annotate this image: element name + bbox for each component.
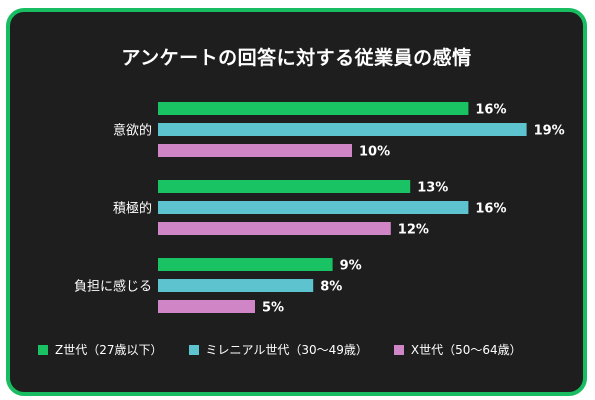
legend: Z世代（27歳以下） ミレニアル世代（30〜49歳） X世代（50〜64歳） — [38, 341, 548, 358]
bar-gen-x — [158, 222, 391, 235]
bar-gen-x — [158, 144, 352, 157]
legend-label-gen-z: Z世代（27歳以下） — [55, 343, 163, 357]
data-label-gen-x: 10% — [359, 145, 390, 160]
data-label-gen-z: 16% — [475, 103, 506, 118]
data-label-gen-z: 9% — [340, 259, 362, 274]
legend-swatch-gen-z — [38, 344, 48, 355]
bar-gen-z — [158, 102, 469, 115]
data-label-millennial: 16% — [475, 202, 506, 217]
bar-gen-z — [158, 180, 411, 193]
bar-gen-x — [158, 300, 255, 313]
category-label: 意欲的 — [113, 123, 152, 139]
legend-item-gen-z: Z世代（27歳以下） — [38, 341, 163, 358]
bar-millennial — [158, 201, 469, 214]
legend-label-gen-x: X世代（50〜64歳） — [410, 343, 522, 357]
data-label-millennial: 19% — [534, 124, 565, 139]
legend-label-millennial: ミレニアル世代（30〜49歳） — [205, 343, 368, 357]
chart-title: アンケートの回答に対する従業員の感情 — [121, 47, 472, 69]
category-label: 積極的 — [113, 201, 152, 217]
bar-gen-z — [158, 258, 333, 271]
legend-item-millennial: ミレニアル世代（30〜49歳） — [188, 341, 368, 358]
legend-swatch-gen-x — [393, 344, 404, 355]
data-label-millennial: 8% — [320, 280, 342, 295]
data-label-gen-z: 13% — [417, 181, 448, 196]
bar-millennial — [158, 123, 527, 136]
data-label-gen-x: 5% — [262, 301, 284, 316]
category-label: 負担に感じる — [74, 279, 152, 295]
bar-millennial — [158, 279, 314, 292]
legend-swatch-millennial — [188, 344, 199, 355]
legend-item-gen-x: X世代（50〜64歳） — [393, 341, 522, 358]
data-label-gen-x: 12% — [398, 223, 429, 238]
